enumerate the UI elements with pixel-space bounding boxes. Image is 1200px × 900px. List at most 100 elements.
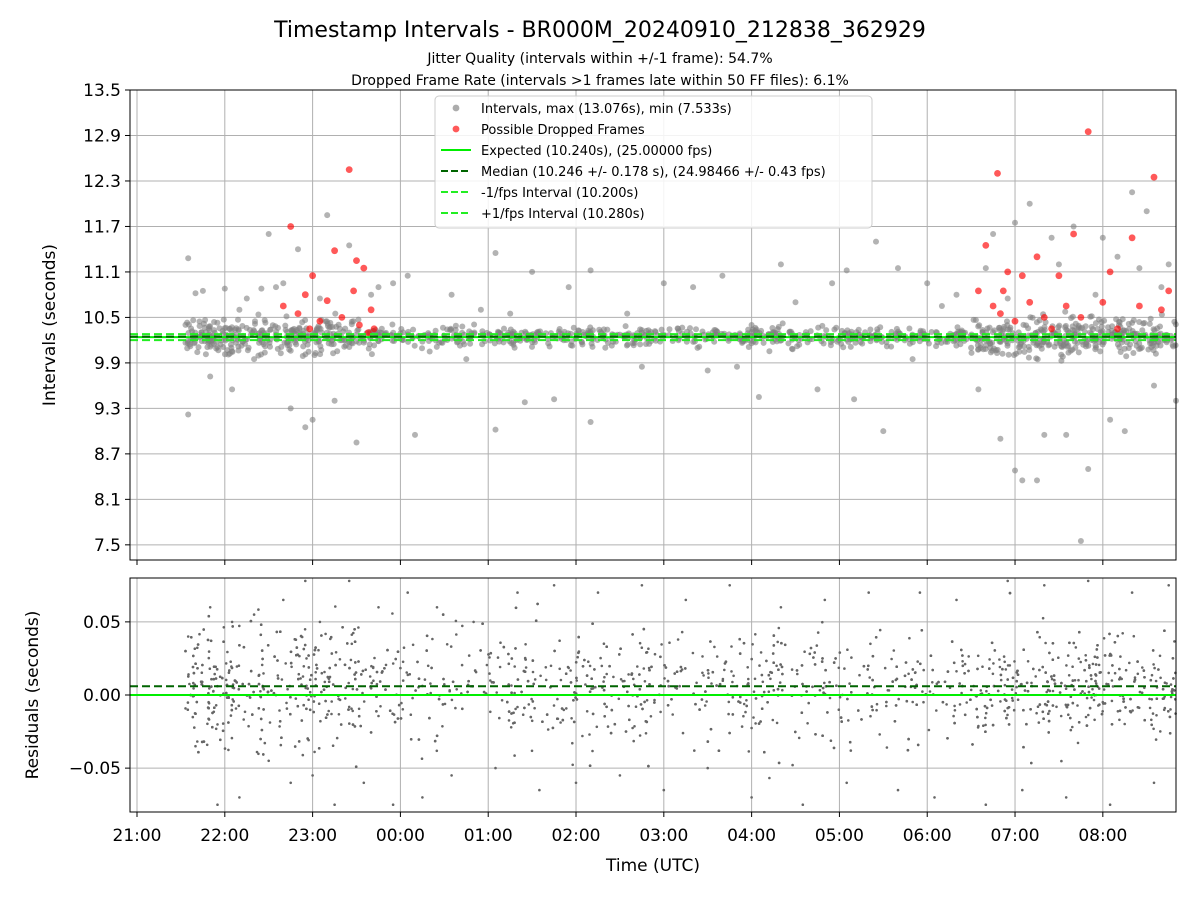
residual-point <box>278 725 281 728</box>
interval-point <box>348 318 355 325</box>
residual-point <box>663 664 666 667</box>
residual-point <box>512 711 515 715</box>
interval-point <box>331 397 338 404</box>
residual-point <box>846 697 849 701</box>
residual-point <box>1142 669 1146 672</box>
interval-point <box>694 344 701 351</box>
residual-point <box>208 667 212 670</box>
residual-point <box>671 713 674 716</box>
residual-point <box>571 763 574 767</box>
residual-point <box>590 687 593 691</box>
residual-point <box>510 684 513 687</box>
residual-point <box>1065 664 1068 667</box>
residual-point <box>429 682 432 685</box>
residual-point <box>361 669 365 673</box>
residual-point <box>796 672 799 676</box>
residual-point <box>1085 696 1089 700</box>
interval-point <box>666 326 673 333</box>
residual-point <box>273 655 276 658</box>
interval-point <box>1021 348 1028 355</box>
residual-point <box>999 700 1002 703</box>
interval-point <box>843 267 850 274</box>
residual-point <box>1163 629 1166 632</box>
interval-point <box>411 342 418 349</box>
residual-point <box>1044 671 1047 674</box>
residual-point <box>742 702 746 706</box>
interval-point <box>766 348 773 355</box>
residual-point <box>386 648 389 652</box>
residual-point <box>249 669 253 673</box>
interval-point <box>1136 346 1143 352</box>
residual-point <box>767 690 771 693</box>
interval-point <box>1088 313 1095 320</box>
residual-point <box>869 642 872 646</box>
residual-point <box>628 718 631 722</box>
residual-point <box>630 672 634 675</box>
residual-point <box>417 738 421 741</box>
residual-point <box>1038 635 1041 639</box>
residual-point <box>740 725 744 728</box>
interval-point <box>235 327 242 334</box>
interval-point <box>990 231 997 237</box>
interval-point <box>982 265 989 272</box>
residual-point <box>998 658 1001 661</box>
residual-point <box>289 650 293 654</box>
residual-point <box>803 650 806 653</box>
residuals-y-tick-label: 0.05 <box>83 613 121 633</box>
interval-point <box>775 323 782 330</box>
residual-point <box>823 681 826 685</box>
residual-point <box>929 654 933 657</box>
residual-point <box>193 726 196 729</box>
residual-point <box>1007 706 1011 709</box>
residual-point <box>295 646 299 649</box>
residual-point <box>775 664 778 668</box>
residual-point <box>1010 688 1014 691</box>
residual-point <box>259 623 263 626</box>
residual-point <box>897 697 900 701</box>
residual-point <box>266 690 270 694</box>
interval-point <box>1063 431 1070 438</box>
interval-point <box>1085 466 1092 472</box>
residual-point <box>191 715 195 719</box>
residual-point <box>1132 634 1136 638</box>
residual-point <box>347 681 351 685</box>
interval-point <box>847 343 854 350</box>
residual-point <box>218 675 222 679</box>
residual-point <box>352 631 355 635</box>
interval-point <box>302 317 309 324</box>
residual-point <box>1168 715 1172 719</box>
residual-point <box>569 681 573 684</box>
residual-point <box>666 679 670 683</box>
residual-point <box>1059 714 1063 718</box>
interval-point <box>245 344 252 351</box>
residual-point <box>429 691 433 695</box>
residual-point <box>737 700 740 703</box>
residual-point <box>377 606 380 609</box>
residual-point <box>821 686 825 690</box>
interval-point <box>1150 347 1157 354</box>
residual-point <box>375 682 379 686</box>
interval-point <box>1042 319 1049 326</box>
residual-point <box>766 701 769 704</box>
residual-point <box>794 730 797 734</box>
interval-point <box>355 316 362 323</box>
residual-point <box>751 643 754 646</box>
residual-point <box>588 664 592 668</box>
residual-point <box>642 667 646 670</box>
residual-point <box>1060 681 1063 685</box>
residual-point <box>814 733 817 736</box>
interval-point <box>1048 234 1055 241</box>
residual-point <box>1109 654 1113 657</box>
residual-point <box>194 712 197 715</box>
residual-point <box>230 666 234 670</box>
residual-point <box>314 646 317 649</box>
residual-point <box>285 707 289 710</box>
interval-point <box>346 344 353 350</box>
residual-point <box>1044 641 1047 645</box>
residual-point <box>1093 718 1096 722</box>
residual-point <box>259 717 263 721</box>
residual-point <box>303 628 307 631</box>
residual-point <box>627 673 630 676</box>
residual-point <box>1091 662 1095 666</box>
residual-point <box>1150 673 1154 677</box>
